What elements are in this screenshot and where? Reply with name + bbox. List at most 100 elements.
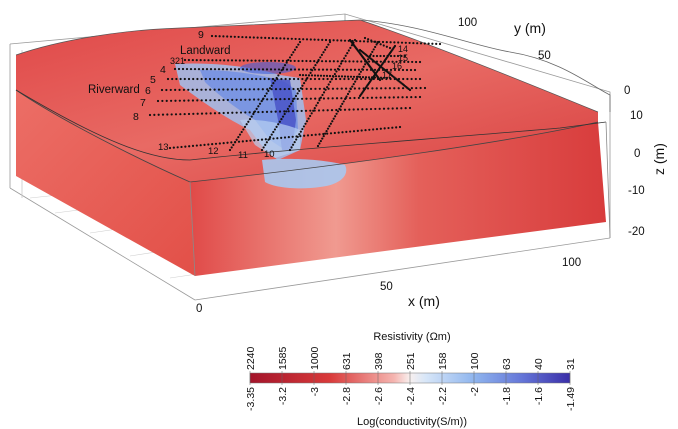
survey-electrode <box>267 89 270 92</box>
survey-electrode <box>340 87 343 90</box>
survey-electrode <box>282 66 285 69</box>
y-tick-0: 0 <box>624 85 630 97</box>
survey-electrode <box>370 39 373 42</box>
survey-electrode <box>283 136 287 139</box>
survey-electrode <box>168 146 172 150</box>
survey-electrode <box>296 109 299 113</box>
survey-electrode <box>201 68 205 71</box>
topography-curve <box>359 19 611 112</box>
survey-electrode <box>385 41 388 44</box>
survey-electrode <box>339 77 342 81</box>
survey-electrode <box>265 68 269 71</box>
survey-electrode <box>184 145 187 148</box>
survey-electrode <box>397 87 400 90</box>
survey-electrode <box>322 132 325 136</box>
survey-electrode <box>397 41 400 44</box>
survey-electrode <box>195 144 198 147</box>
survey-electrode <box>343 77 346 81</box>
survey-electrode <box>239 111 243 114</box>
survey-electrode <box>235 111 238 114</box>
survey-electrode <box>273 79 277 82</box>
survey-electrode <box>196 77 199 81</box>
survey-electrode <box>279 88 282 91</box>
survey-electrode <box>314 64 317 67</box>
survey-electrode <box>366 96 369 99</box>
colorbar-bottom-tick: -2 <box>469 387 481 396</box>
survey-electrode <box>250 59 253 62</box>
survey-electrode <box>369 107 373 111</box>
survey-electrode <box>179 77 182 81</box>
x-axis-title: x (m) <box>408 293 440 309</box>
survey-electrode <box>302 38 305 41</box>
survey-electrode <box>213 112 217 115</box>
survey-electrode <box>275 76 278 80</box>
survey-electrode <box>237 68 241 71</box>
survey-electrode <box>412 41 415 45</box>
survey-electrode <box>302 125 306 128</box>
survey-electrode <box>293 141 296 144</box>
survey-electrode <box>272 82 275 85</box>
survey-electrode <box>274 98 277 101</box>
survey-electrode <box>319 96 323 99</box>
survey-electrode <box>285 61 288 64</box>
survey-electrode <box>273 59 277 62</box>
line-label-11: 11 <box>238 150 248 161</box>
survey-electrode <box>375 87 378 90</box>
survey-electrode <box>355 78 358 81</box>
survey-electrode <box>309 71 312 74</box>
survey-electrode <box>304 122 307 125</box>
survey-electrode <box>345 68 349 71</box>
survey-electrode <box>340 97 343 100</box>
survey-electrode <box>366 58 370 61</box>
survey-electrode <box>226 59 230 62</box>
survey-electrode <box>335 112 338 115</box>
survey-electrode <box>238 77 241 81</box>
survey-electrode <box>339 105 342 108</box>
survey-electrode <box>235 98 238 101</box>
survey-electrode <box>218 35 221 38</box>
survey-electrode <box>298 37 301 41</box>
survey-electrode <box>257 68 261 71</box>
survey-electrode <box>260 36 263 39</box>
model-front-face <box>190 122 606 276</box>
survey-electrode <box>258 59 261 62</box>
survey-electrode <box>389 41 392 44</box>
survey-electrode <box>174 99 177 102</box>
survey-electrode <box>346 75 350 78</box>
survey-electrode <box>388 46 392 50</box>
z-tick-minus10: -10 <box>628 185 645 197</box>
survey-electrode <box>291 135 294 138</box>
survey-electrode <box>325 130 328 133</box>
survey-electrode <box>386 54 389 58</box>
survey-electrode <box>327 83 330 86</box>
survey-electrode <box>240 130 243 134</box>
survey-electrode <box>404 107 407 110</box>
survey-electrode <box>309 38 312 41</box>
survey-electrode <box>331 120 334 123</box>
colorbar-top-ticks: 2240 1585 1000 631 398 251 158 100 63 40 31 <box>245 346 577 385</box>
survey-electrode <box>306 76 309 80</box>
survey-electrode <box>237 140 241 143</box>
survey-electrode <box>290 37 293 40</box>
survey-electrode <box>181 67 185 71</box>
survey-electrode <box>301 77 304 81</box>
survey-electrode <box>317 58 320 62</box>
survey-electrode <box>335 108 338 112</box>
survey-electrode <box>318 99 321 102</box>
survey-electrode <box>232 143 235 146</box>
survey-electrode <box>330 109 334 112</box>
survey-electrode <box>329 132 333 135</box>
survey-electrode <box>349 96 352 100</box>
survey-electrode <box>178 99 181 102</box>
survey-electrode <box>226 88 229 91</box>
colorbar-bottom-tick: -3 <box>309 387 321 396</box>
survey-electrode <box>204 88 207 91</box>
survey-electrode <box>351 85 354 88</box>
survey-electrode <box>382 44 385 47</box>
survey-electrode <box>368 54 372 58</box>
survey-electrode <box>199 144 202 147</box>
survey-electrode <box>338 65 341 68</box>
axes: y (m) 100 50 0 10 0 -10 -20 z (m) 0 50 1… <box>196 17 667 315</box>
survey-electrode <box>400 41 404 44</box>
survey-electrode <box>358 94 362 98</box>
